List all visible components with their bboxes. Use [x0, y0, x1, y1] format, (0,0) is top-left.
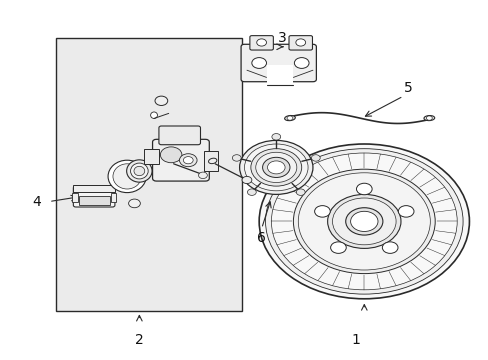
Circle shape	[267, 161, 285, 174]
Circle shape	[426, 116, 431, 120]
FancyBboxPatch shape	[249, 36, 273, 50]
Text: 3: 3	[278, 31, 286, 45]
Bar	[110, 193, 116, 202]
Circle shape	[128, 199, 140, 208]
Ellipse shape	[130, 163, 148, 179]
Ellipse shape	[126, 160, 152, 182]
Circle shape	[262, 157, 289, 177]
Circle shape	[382, 242, 397, 253]
Circle shape	[183, 157, 193, 164]
Bar	[204, 151, 218, 171]
Circle shape	[160, 147, 182, 163]
Bar	[79, 196, 109, 205]
Circle shape	[296, 189, 305, 195]
Circle shape	[314, 206, 329, 217]
Circle shape	[398, 206, 413, 217]
Circle shape	[265, 149, 462, 294]
Bar	[73, 185, 115, 192]
Circle shape	[356, 183, 371, 195]
Circle shape	[198, 172, 207, 179]
Circle shape	[256, 39, 266, 46]
Ellipse shape	[284, 116, 295, 121]
Text: 6: 6	[257, 231, 265, 244]
Bar	[72, 193, 78, 202]
Circle shape	[271, 153, 456, 290]
Circle shape	[271, 134, 280, 140]
Circle shape	[293, 169, 434, 274]
Circle shape	[330, 242, 346, 253]
Circle shape	[332, 198, 395, 245]
Circle shape	[247, 189, 256, 195]
Circle shape	[242, 176, 251, 184]
FancyBboxPatch shape	[241, 44, 316, 82]
Ellipse shape	[113, 164, 141, 189]
Circle shape	[255, 152, 296, 183]
Circle shape	[259, 144, 468, 299]
Circle shape	[250, 149, 301, 186]
Ellipse shape	[134, 166, 144, 176]
Circle shape	[327, 194, 400, 248]
Circle shape	[232, 155, 241, 161]
Circle shape	[239, 140, 312, 194]
Circle shape	[286, 116, 292, 120]
Circle shape	[251, 58, 266, 68]
FancyBboxPatch shape	[159, 126, 200, 145]
Circle shape	[298, 173, 429, 270]
Circle shape	[345, 208, 382, 235]
Circle shape	[294, 58, 308, 68]
Bar	[144, 149, 159, 164]
Text: 1: 1	[351, 333, 360, 347]
Text: 4: 4	[32, 195, 41, 208]
FancyBboxPatch shape	[288, 36, 312, 50]
Bar	[56, 38, 242, 311]
Circle shape	[179, 154, 197, 167]
FancyBboxPatch shape	[152, 139, 209, 181]
Circle shape	[244, 144, 307, 191]
FancyBboxPatch shape	[266, 65, 293, 85]
FancyBboxPatch shape	[73, 186, 115, 207]
Ellipse shape	[208, 158, 217, 164]
Circle shape	[295, 39, 305, 46]
Ellipse shape	[108, 160, 146, 193]
Ellipse shape	[423, 116, 434, 121]
Text: 5: 5	[403, 81, 412, 95]
Text: 2: 2	[135, 333, 143, 347]
Circle shape	[155, 96, 167, 105]
Ellipse shape	[150, 112, 157, 118]
Circle shape	[311, 155, 320, 161]
Circle shape	[350, 211, 377, 231]
